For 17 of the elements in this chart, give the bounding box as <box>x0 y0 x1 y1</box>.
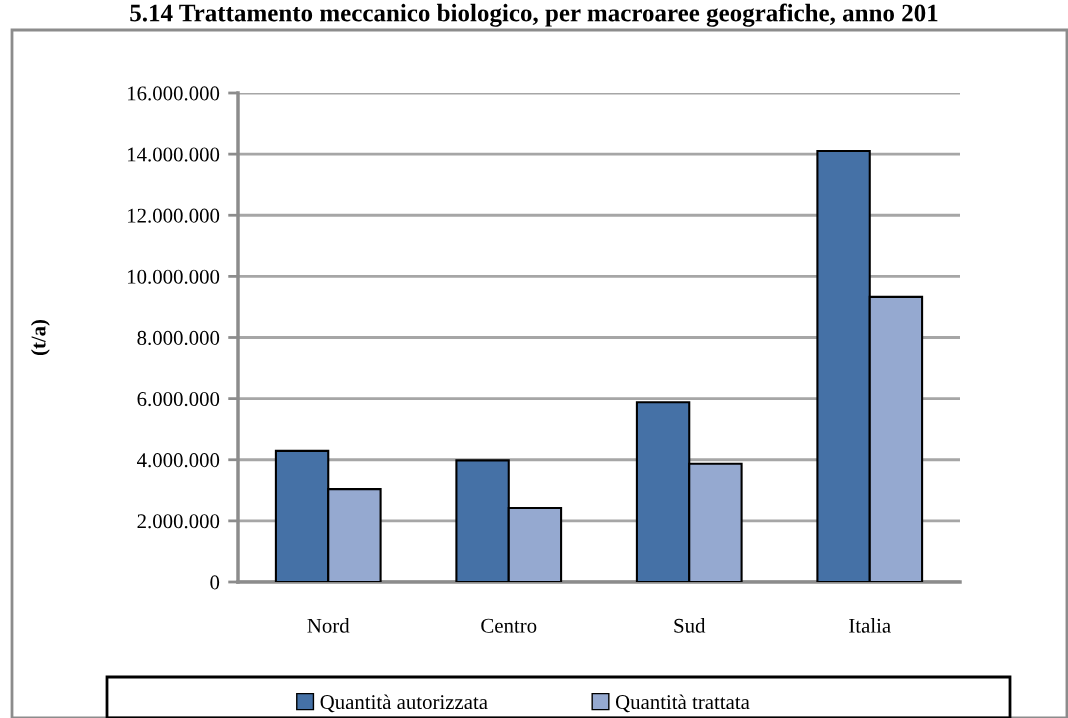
y-axis-title: (t/a) <box>30 319 50 356</box>
legend-label: Quantità trattata <box>615 694 750 713</box>
y-tick-label: 4.000.000 <box>137 453 220 468</box>
y-tick-label: 2.000.000 <box>137 514 220 529</box>
y-tick-label: 16.000.000 <box>128 86 220 101</box>
y-tick-label: 0 <box>210 575 220 590</box>
y-tick-label: 12.000.000 <box>128 208 220 223</box>
y-tick-label: 6.000.000 <box>137 392 220 407</box>
x-tick-label: Nord <box>307 618 350 633</box>
legend-label: Quantità autorizzata <box>320 694 488 713</box>
chart-title: 5.14 Trattamento meccanico biologico, per macroaree geografiche, anno 201 <box>130 3 938 27</box>
y-tick-label: 10.000.000 <box>128 269 220 284</box>
x-tick-label: Sud <box>674 618 706 633</box>
x-tick-label: Centro <box>481 618 537 633</box>
y-tick-label: 8.000.000 <box>137 330 220 346</box>
y-tick-label: 14.000.000 <box>128 147 220 162</box>
x-tick-label: Italia <box>849 618 891 633</box>
